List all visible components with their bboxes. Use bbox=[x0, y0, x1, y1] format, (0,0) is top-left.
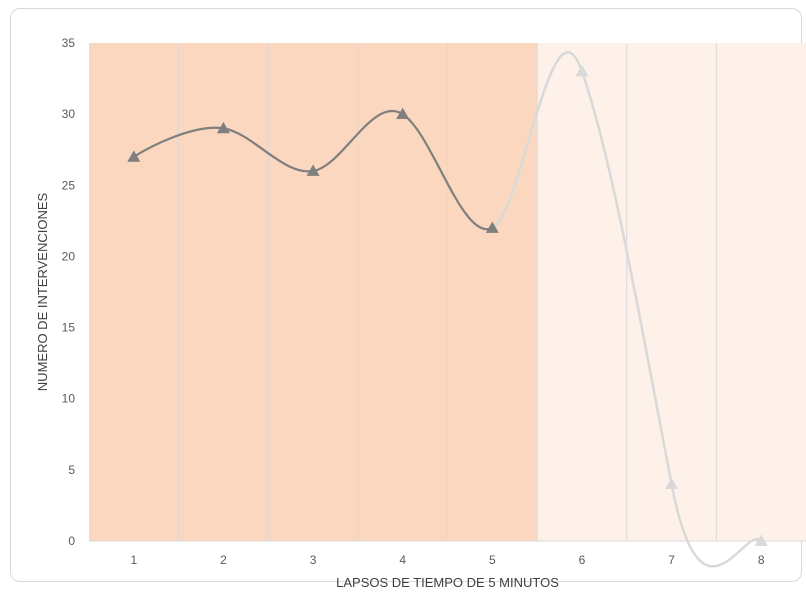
line-chart: 0 5 10 15 20 25 30 35 1 2 3 4 5 6 7 8 LAPSOS DE TIEMPO… bbox=[35, 36, 806, 590]
x-tick-label: 1 bbox=[130, 553, 137, 567]
data-point-8 bbox=[754, 534, 768, 546]
x-tick-label: 8 bbox=[758, 553, 765, 567]
y-tick-label: 35 bbox=[62, 36, 76, 50]
x-tick-label: 4 bbox=[399, 553, 406, 567]
series-lines bbox=[133, 51, 763, 568]
y-tick-label: 30 bbox=[62, 107, 76, 121]
x-axis-ticks: 1 2 3 4 5 6 7 8 bbox=[130, 553, 764, 567]
y-tick-label: 0 bbox=[68, 534, 75, 548]
y-tick-label: 5 bbox=[68, 463, 75, 477]
data-markers bbox=[127, 64, 768, 546]
series-line-dark bbox=[133, 110, 493, 231]
background-bands bbox=[89, 43, 806, 541]
shaded-band-2 bbox=[537, 43, 806, 541]
x-tick-label: 5 bbox=[489, 553, 496, 567]
data-point-6 bbox=[575, 64, 589, 77]
y-tick-label: 25 bbox=[62, 178, 76, 192]
y-tick-label: 15 bbox=[62, 321, 76, 335]
x-tick-label: 2 bbox=[220, 553, 227, 567]
x-tick-label: 7 bbox=[668, 553, 675, 567]
data-point-3 bbox=[306, 164, 320, 176]
y-tick-label: 10 bbox=[62, 392, 76, 406]
data-point-4 bbox=[396, 107, 410, 120]
shaded-band-1 bbox=[89, 43, 538, 541]
x-tick-label: 3 bbox=[310, 553, 317, 567]
data-point-7 bbox=[665, 477, 679, 489]
x-tick-label: 6 bbox=[579, 553, 586, 567]
chart-container: 0 5 10 15 20 25 30 35 1 2 3 4 5 6 7 8 LAPSOS DE TIEMPO… bbox=[10, 8, 806, 590]
series-line-light bbox=[491, 51, 763, 568]
data-point-5 bbox=[485, 221, 499, 233]
y-tick-label: 20 bbox=[62, 249, 76, 263]
data-point-1 bbox=[127, 150, 141, 162]
y-axis-ticks: 0 5 10 15 20 25 30 35 bbox=[62, 36, 76, 548]
x-axis-title: LAPSOS DE TIEMPO DE 5 MINUTOS bbox=[336, 575, 559, 590]
y-axis-title: NUMERO DE INTERVENCIONES bbox=[35, 192, 50, 391]
data-point-2 bbox=[216, 121, 230, 134]
